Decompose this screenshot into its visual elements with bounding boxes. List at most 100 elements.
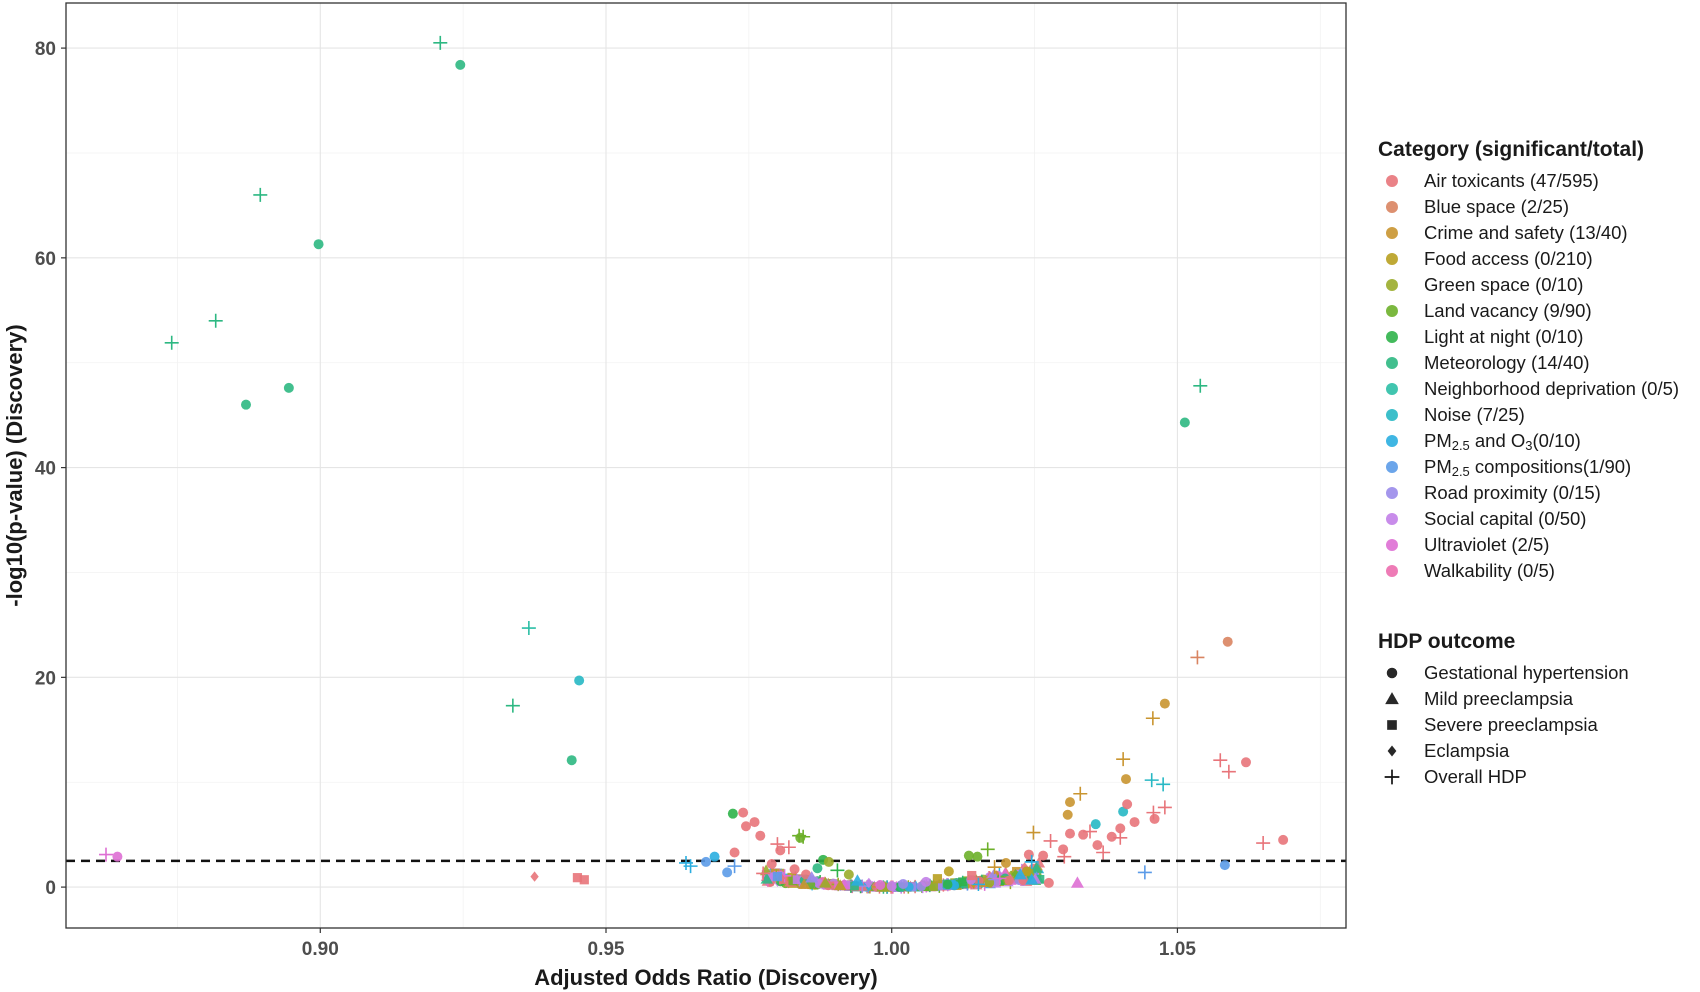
- legend-key-swatch: [1378, 402, 1406, 428]
- data-point: [1090, 819, 1101, 830]
- data-point: [1057, 849, 1072, 864]
- data-point: [789, 864, 800, 875]
- data-point: [875, 880, 886, 891]
- legend-item-pmo3: PM2.5 and O3(0/10): [1378, 428, 1679, 454]
- legend-item-food: Food access (0/210): [1378, 246, 1679, 272]
- data-point: [1149, 813, 1160, 824]
- legend-item-label: Neighborhood deprivation (0/5): [1424, 378, 1680, 399]
- data-point: [283, 382, 294, 393]
- legend-key-swatch: [1378, 246, 1406, 272]
- data-point: [1115, 823, 1126, 834]
- x-tick-label: 0.90: [302, 939, 339, 960]
- legend-key-swatch: [1378, 532, 1406, 558]
- data-point: [755, 830, 766, 841]
- data-point: [1213, 753, 1228, 768]
- data-point: [208, 313, 223, 328]
- legend-item-uv: Ultraviolet (2/5): [1378, 532, 1679, 558]
- data-point: [1193, 378, 1208, 393]
- data-point: [112, 851, 123, 862]
- legend-shape: [1384, 769, 1400, 785]
- legend-key-swatch: [1378, 194, 1406, 220]
- data-point: [921, 876, 931, 887]
- legend-item-label: PM2.5 and O3(0/10): [1424, 429, 1581, 453]
- legend-item-light: Light at night (0/10): [1378, 324, 1679, 350]
- grid: [66, 3, 1346, 928]
- legend-item-label: PM2.5 compositions(1/90): [1424, 455, 1632, 479]
- data-point: [1025, 873, 1039, 885]
- data-point: [1144, 773, 1159, 788]
- legend-item-label: Overall HDP: [1424, 766, 1527, 787]
- data-point: [795, 832, 806, 843]
- data-point: [1013, 868, 1027, 880]
- data-point: [727, 859, 742, 874]
- cluster-point: [850, 881, 859, 891]
- data-point: [683, 859, 698, 874]
- data-point: [1065, 828, 1075, 839]
- cluster-point: [760, 872, 773, 884]
- legend-item-label: Ultraviolet (2/5): [1424, 534, 1550, 555]
- legend-key-swatch: [1378, 220, 1406, 246]
- data-point: [1278, 834, 1289, 845]
- data-point: [253, 187, 268, 202]
- data-point: [805, 871, 819, 883]
- x-tick-label: 1.05: [1159, 939, 1196, 960]
- legend-item-label: Walkability (0/5): [1424, 560, 1555, 581]
- triangle-icon: [1378, 686, 1406, 712]
- data-point: [864, 877, 874, 889]
- legend-item-road: Road proximity (0/15): [1378, 480, 1679, 506]
- legend-item-triangle: Mild preeclampsia: [1378, 686, 1629, 712]
- data-point: [1129, 817, 1140, 828]
- legend-key-swatch: [1378, 480, 1406, 506]
- cluster-point: [819, 876, 832, 888]
- legend-key-swatch: [1378, 558, 1406, 584]
- cluster-point: [1030, 861, 1043, 873]
- data-point: [1024, 854, 1039, 869]
- data-point: [579, 875, 589, 885]
- data-point: [963, 850, 974, 861]
- legend-item-noise: Noise (7/25): [1378, 402, 1679, 428]
- legend-item-label: Mild preeclampsia: [1424, 688, 1574, 709]
- data-point: [886, 881, 897, 892]
- data-point: [1058, 844, 1069, 855]
- data-point: [164, 335, 179, 350]
- legend-item-land: Land vacancy (9/90): [1378, 298, 1679, 324]
- data-point: [505, 698, 520, 713]
- x-axis-title: Adjusted Odds Ratio (Discovery): [534, 965, 878, 990]
- data-point: [1113, 830, 1128, 845]
- legend-item-label: Road proximity (0/15): [1424, 482, 1601, 503]
- data-point: [722, 867, 733, 878]
- data-point: [756, 866, 771, 881]
- data-point: [843, 869, 854, 880]
- data-point: [830, 863, 845, 878]
- data-point: [729, 847, 740, 858]
- data-point: [1043, 877, 1054, 888]
- data-point: [1156, 777, 1171, 792]
- data-point: [1222, 636, 1233, 647]
- data-point: [1116, 752, 1131, 767]
- legend-item-label: Noise (7/25): [1424, 404, 1525, 425]
- data-point: [741, 821, 751, 832]
- data-point: [574, 675, 585, 686]
- legend-key-swatch: [1378, 350, 1406, 376]
- data-point: [980, 842, 995, 857]
- legend-shape: [1387, 720, 1397, 730]
- y-tick-label: 80: [35, 39, 56, 60]
- data-point: [1038, 850, 1049, 861]
- data-point: [766, 859, 777, 870]
- legend-shape: [1385, 692, 1399, 705]
- data-point: [972, 851, 983, 862]
- y-tick-label: 0: [45, 878, 56, 899]
- legend-key-swatch: [1378, 454, 1406, 480]
- legend-item-plus: Overall HDP: [1378, 764, 1629, 790]
- legend-item-label: Severe preeclampsia: [1424, 714, 1598, 735]
- legend-key-swatch: [1378, 506, 1406, 532]
- data-point: [1106, 831, 1117, 842]
- legend-item-pmcomp: PM2.5 compositions(1/90): [1378, 454, 1679, 480]
- data-point: [1122, 799, 1133, 810]
- data-point: [709, 851, 720, 862]
- legend-item-label: Crime and safety (13/40): [1424, 222, 1628, 243]
- cluster-point: [929, 882, 938, 891]
- diamond-icon: [1378, 738, 1406, 764]
- circle-icon: [1378, 660, 1406, 686]
- plot-panel-border: [65, 2, 1347, 929]
